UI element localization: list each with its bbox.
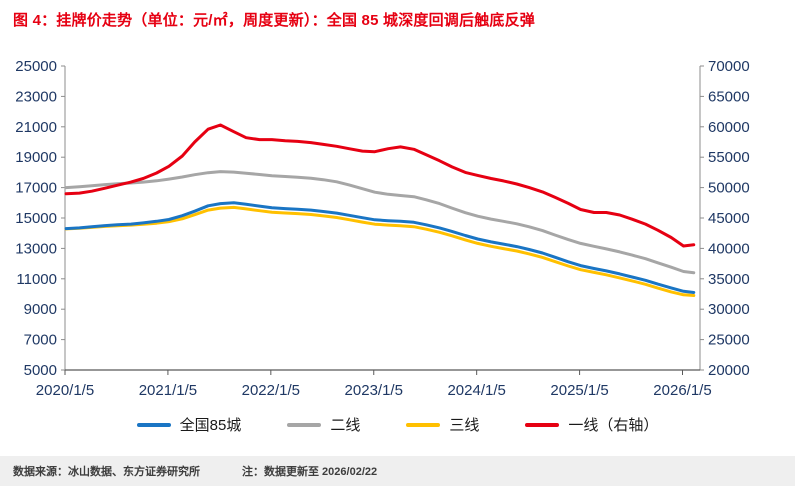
x-axis-tick-label: 2021/1/5 [139,382,197,399]
legend-label-national-85-cities: 全国85城 [179,417,242,434]
x-axis-tick-label: 2022/1/5 [242,382,300,399]
listing-price-line-chart: 25000 23000 21000 19000 17000 15000 13000 11000… [15,58,750,399]
right-axis-tick-label: 60000 [708,119,750,136]
x-axis-tick-label: 2023/1/5 [345,382,403,399]
legend-item-national-85-cities: 全国85城 [136,414,242,435]
legend-label-tier-2: 二线 [330,417,361,434]
left-axis-tick-label: 21000 [15,119,57,136]
right-axis-tick-label: 25000 [708,332,750,349]
left-axis-tick-label: 9000 [24,301,57,318]
left-axis-tick-label: 15000 [15,210,57,227]
series-line-tier-1-cities-right-axis [64,123,696,248]
series-line-tier-2-cities [64,170,696,275]
left-axis-tick-label: 23000 [15,88,57,105]
legend-item-tier-1-right-axis: 一线（右轴） [525,414,658,435]
left-axis-tick-label: 19000 [15,149,57,166]
legend-label-tier-1: 一线（右轴） [568,417,659,434]
left-axis-tick-label: 17000 [15,180,57,197]
legend-swatch-tier-3 [406,422,441,427]
right-axis-tick-label: 30000 [708,301,750,318]
left-axis-tick-label: 7000 [24,332,57,349]
right-axis-tick-label: 40000 [708,240,750,257]
left-axis-tick-label: 11000 [16,271,57,288]
update-note-text: 注：数据更新至 2026/02/22 [242,466,378,478]
right-axis-tick-label: 50000 [708,180,750,197]
source-note-bar: 数据来源：冰山数据、东方证券研究所 注：数据更新至 2026/02/22 [0,456,795,486]
x-axis-tick-label: 2026/1/5 [653,382,711,399]
left-axis-tick-label: 5000 [24,362,57,379]
left-axis-tick-label: 25000 [15,58,57,75]
right-axis-tick-label: 55000 [708,149,750,166]
x-axis-tick-label: 2025/1/5 [550,382,608,399]
right-axis-tick-label: 65000 [708,88,750,105]
left-axis-tick-label: 13000 [15,240,57,257]
legend-item-tier-3: 三线 [406,414,479,435]
legend-swatch-tier-2 [287,422,322,427]
right-axis-tick-label: 35000 [708,271,750,288]
data-source-text: 数据来源：冰山数据、东方证券研究所 [13,466,200,478]
right-axis-tick-label: 20000 [708,362,750,379]
legend-label-tier-3: 三线 [449,417,480,434]
legend-swatch-national-85-cities [136,422,171,427]
figure-title: 图 4：挂牌价走势（单位：元/㎡，周度更新）：全国 85 城深度回调后触底反弹 [13,12,536,29]
chart-legend: 全国85城 二线 三线 一线（右轴） [0,414,795,435]
legend-item-tier-2: 二线 [287,414,360,435]
legend-swatch-tier-1 [525,422,560,427]
right-axis-tick-label: 45000 [708,210,750,227]
x-axis-tick-label: 2020/1/5 [36,382,94,399]
x-axis-tick-label: 2024/1/5 [447,382,505,399]
series-line-tier-3-cities [64,205,696,297]
series-line-national-85-cities [64,201,696,294]
right-axis-tick-label: 70000 [708,58,750,75]
